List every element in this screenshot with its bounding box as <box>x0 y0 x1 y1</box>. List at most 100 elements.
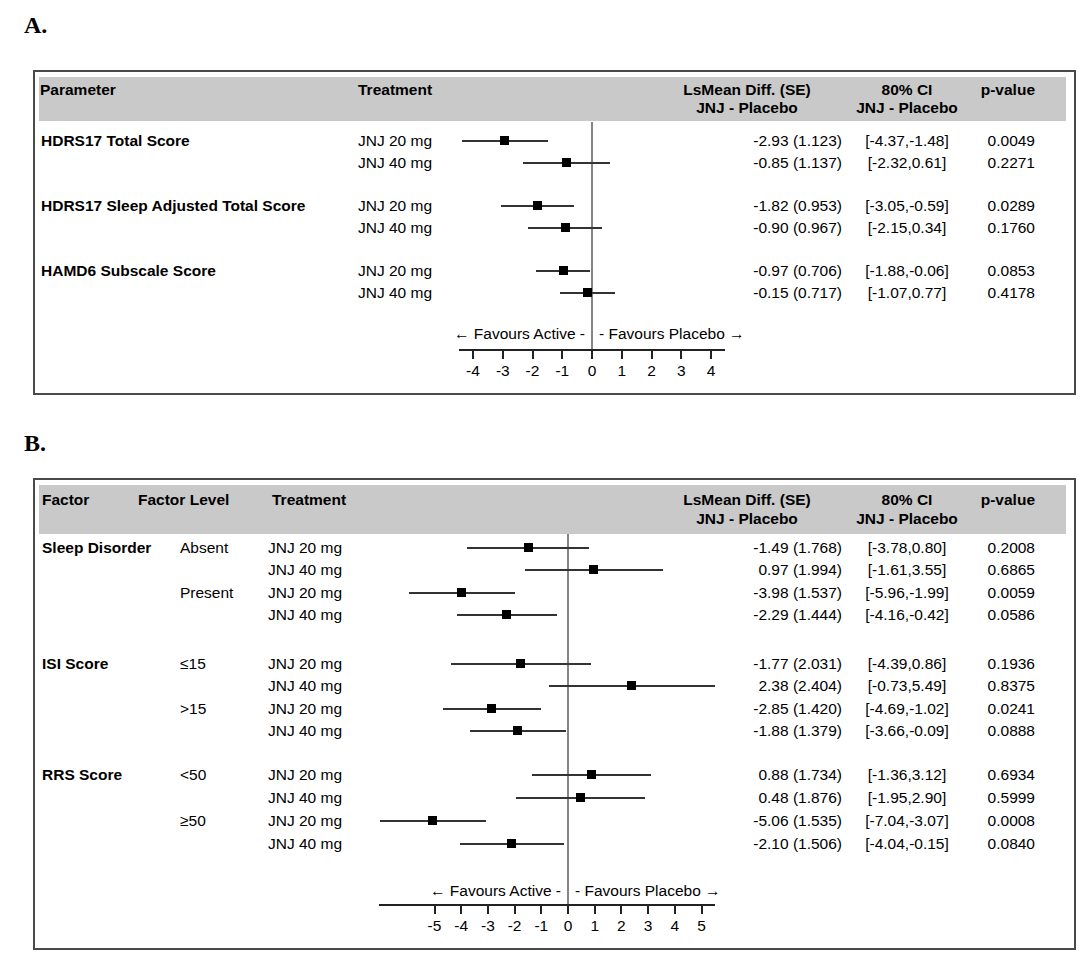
axis-tick <box>710 349 712 359</box>
column-header: Factor <box>42 491 89 509</box>
point-marker <box>500 136 509 145</box>
favours-right-label: - Favours Placebo → <box>599 325 899 343</box>
treatment-label: JNJ 20 mg <box>268 810 342 832</box>
treatment-label: JNJ 40 mg <box>268 559 342 581</box>
axis-tick <box>701 904 703 914</box>
axis-tick-label: 4 <box>660 917 690 935</box>
axis-tick <box>487 904 489 914</box>
axis-tick <box>591 349 593 359</box>
lsmean-value: -2.10 (1.506) <box>652 833 842 855</box>
axis-tick <box>674 904 676 914</box>
point-marker <box>589 565 598 574</box>
axis-tick <box>460 904 462 914</box>
factor-label: Sleep Disorder <box>42 537 151 559</box>
group-label: HDRS17 Total Score <box>41 130 190 152</box>
treatment-label: JNJ 40 mg <box>268 720 342 742</box>
axis-tick <box>502 349 504 359</box>
treatment-label: JNJ 20 mg <box>268 764 342 786</box>
p-value: 0.8375 <box>950 675 1035 697</box>
p-value: 0.0888 <box>950 720 1035 742</box>
p-value: 0.1760 <box>950 217 1035 239</box>
axis-tick <box>680 349 682 359</box>
forest-row: JNJ 40 mg0.48 (1.876)[-1.95,2.90]0.5999 <box>35 787 1074 809</box>
axis-tick-label: 2 <box>637 362 667 380</box>
lsmean-value: -0.15 (0.717) <box>652 282 842 304</box>
level-label: <50 <box>180 764 206 786</box>
point-marker <box>516 659 525 668</box>
point-marker <box>627 681 636 690</box>
forest-row: HAMD6 Subscale ScoreJNJ 20 mg-0.97 (0.70… <box>35 260 1074 282</box>
column-header-lsmean: JNJ - Placebo <box>647 510 847 528</box>
point-marker <box>524 543 533 552</box>
axis-tick-label: 5 <box>687 917 717 935</box>
axis-tick-label: 3 <box>666 362 696 380</box>
factor-label: RRS Score <box>42 764 122 786</box>
point-marker <box>502 610 511 619</box>
p-value: 0.0289 <box>950 195 1035 217</box>
axis-tick <box>651 349 653 359</box>
axis-tick <box>472 349 474 359</box>
lsmean-value: -0.90 (0.967) <box>652 217 842 239</box>
lsmean-value: -1.77 (2.031) <box>652 653 842 675</box>
axis-tick-label: 3 <box>633 917 663 935</box>
point-marker <box>562 158 571 167</box>
level-label: >15 <box>180 698 206 720</box>
forest-row: JNJ 40 mg-0.15 (0.717)[-1.07,0.77]0.4178 <box>35 282 1074 304</box>
p-value: 0.0049 <box>950 130 1035 152</box>
forest-row: JNJ 40 mg-1.88 (1.379)[-3.66,-0.09]0.088… <box>35 720 1074 742</box>
panel-b-label: B. <box>24 430 46 457</box>
axis-tick <box>532 349 534 359</box>
treatment-label: JNJ 40 mg <box>268 604 342 626</box>
axis-tick-label: -4 <box>446 917 476 935</box>
column-header: Parameter <box>40 81 116 99</box>
axis-tick-label: -1 <box>526 917 556 935</box>
treatment-label: JNJ 20 mg <box>268 653 342 675</box>
level-label: Absent <box>180 537 228 559</box>
lsmean-value: -1.49 (1.768) <box>652 537 842 559</box>
p-value: 0.0059 <box>950 582 1035 604</box>
forest-row: JNJ 40 mg-2.29 (1.444)[-4.16,-0.42]0.058… <box>35 604 1074 626</box>
column-header-ci: JNJ - Placebo <box>845 99 969 117</box>
treatment-label: JNJ 40 mg <box>268 675 342 697</box>
p-value: 0.0008 <box>950 810 1035 832</box>
p-value: 0.0586 <box>950 604 1035 626</box>
level-label: ≥50 <box>180 810 206 832</box>
axis-tick-label: 1 <box>607 362 637 380</box>
treatment-label: JNJ 20 mg <box>358 195 432 217</box>
treatment-label: JNJ 20 mg <box>268 537 342 559</box>
column-header-pvalue: p-value <box>945 491 1035 509</box>
axis-tick-label: 1 <box>580 917 610 935</box>
favours-left-label: ← Favours Active - <box>285 325 585 343</box>
forest-row: Sleep Disorder Absent JNJ 20 mg -1.49 (1.76… <box>35 537 1074 559</box>
treatment-label: JNJ 20 mg <box>268 698 342 720</box>
lsmean-value: -3.98 (1.537) <box>652 582 842 604</box>
column-header: Factor Level <box>138 491 229 509</box>
treatment-label: JNJ 40 mg <box>358 217 432 239</box>
column-header-pvalue: p-value <box>945 81 1035 99</box>
lsmean-value: 2.38 (2.404) <box>652 675 842 697</box>
factor-label: ISI Score <box>42 653 108 675</box>
axis-tick-label: -2 <box>500 917 530 935</box>
p-value: 0.5999 <box>950 787 1035 809</box>
forest-panel-a: ParameterTreatmentLsMean Diff. (SE)JNJ -… <box>33 70 1076 395</box>
group-label: HAMD6 Subscale Score <box>41 260 216 282</box>
forest-row: JNJ 40 mg-0.90 (0.967)[-2.15,0.34]0.1760 <box>35 217 1074 239</box>
forest-row: JNJ 40 mg2.38 (2.404)[-0.73,5.49]0.8375 <box>35 675 1074 697</box>
p-value: 0.0840 <box>950 833 1035 855</box>
column-header-lsmean: JNJ - Placebo <box>647 99 847 117</box>
p-value: 0.1936 <box>950 653 1035 675</box>
favours-right-label: - Favours Placebo → <box>575 882 875 900</box>
axis-tick <box>620 904 622 914</box>
forest-row: JNJ 40 mg-2.10 (1.506)[-4.04,-0.15]0.084… <box>35 833 1074 855</box>
p-value: 0.2008 <box>950 537 1035 559</box>
forest-row: HDRS17 Total ScoreJNJ 20 mg-2.93 (1.123)… <box>35 130 1074 152</box>
treatment-label: JNJ 40 mg <box>268 787 342 809</box>
lsmean-value: 0.88 (1.734) <box>652 764 842 786</box>
forest-panel-b: FactorFactor LevelTreatmentLsMean Diff. … <box>33 478 1076 950</box>
favours-left-label: ← Favours Active - <box>261 882 561 900</box>
point-marker <box>583 288 592 297</box>
lsmean-value: -2.85 (1.420) <box>652 698 842 720</box>
point-marker <box>576 793 585 802</box>
lsmean-value: 0.48 (1.876) <box>652 787 842 809</box>
axis-tick <box>434 904 436 914</box>
